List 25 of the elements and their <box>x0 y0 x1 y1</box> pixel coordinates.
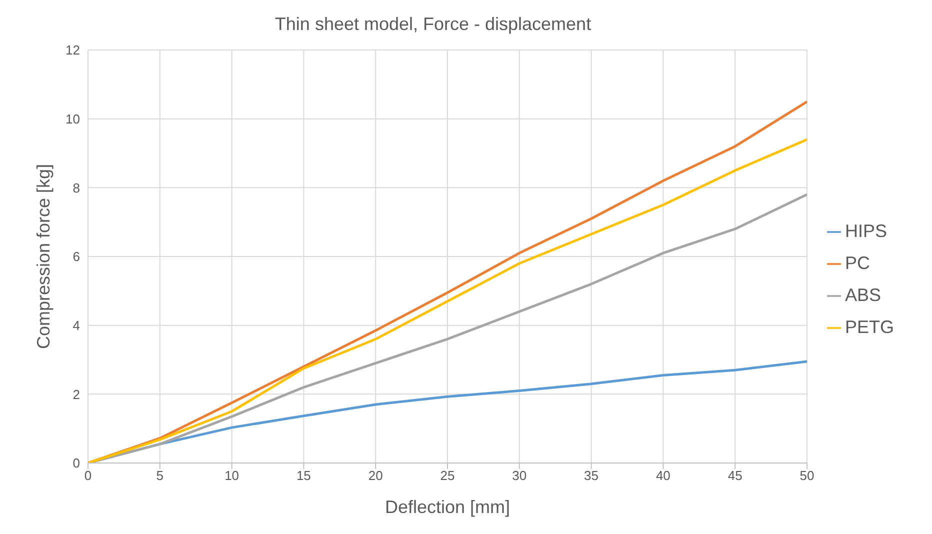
y-tick-label: 6 <box>72 249 80 264</box>
legend-label: PETG <box>844 317 894 337</box>
x-tick-label: 35 <box>584 468 599 484</box>
y-tick-label: 2 <box>72 386 80 402</box>
y-tick-label: 4 <box>72 318 80 333</box>
x-tick-label: 50 <box>800 468 814 484</box>
y-axis-title: Compression force [kg] <box>33 164 54 350</box>
x-tick-label: 30 <box>512 468 527 484</box>
x-tick-label: 0 <box>84 468 92 484</box>
x-tick-label: 25 <box>440 468 455 484</box>
y-tick-label: 10 <box>66 111 80 126</box>
legend-label: PC <box>844 253 870 273</box>
chart-title: Thin sheet model, Force - displacement <box>274 13 592 35</box>
x-tick-label: 40 <box>656 468 670 484</box>
y-tick-label: 12 <box>66 42 80 58</box>
y-tick-label: 0 <box>72 456 80 471</box>
x-axis-title: Deflection [mm] <box>384 497 510 517</box>
legend-label: ABS <box>844 285 882 305</box>
x-tick-label: 5 <box>156 468 164 484</box>
x-tick-label: 45 <box>728 468 742 484</box>
x-tick-label: 10 <box>224 468 240 484</box>
y-tick-label: 8 <box>72 180 80 196</box>
x-tick-label: 15 <box>296 468 311 484</box>
x-tick-label: 20 <box>368 468 383 484</box>
legend-label: HIPS <box>844 221 887 241</box>
